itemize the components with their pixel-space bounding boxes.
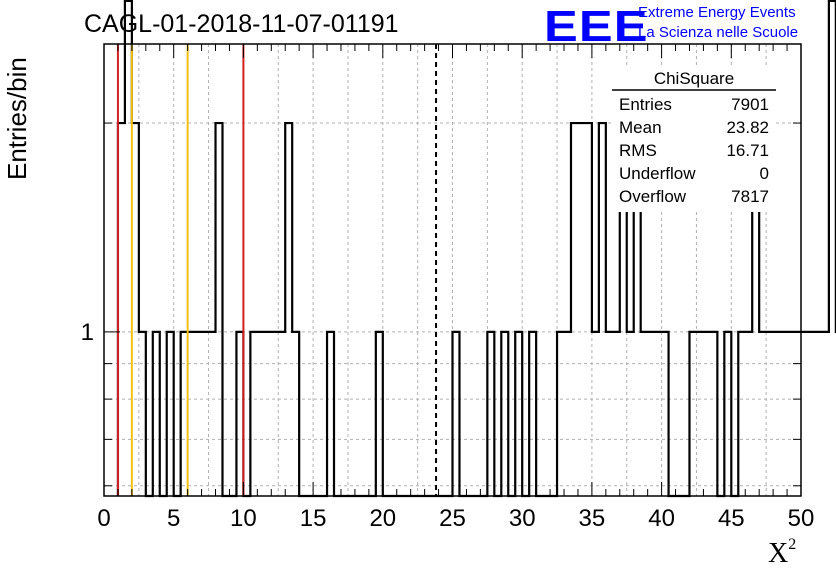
x-tick-label: 50 [788,505,815,532]
x-tick-label: 25 [439,505,466,532]
stats-value: 7901 [731,95,769,114]
chart-title: CAGL-01-2018-11-07-01191 [84,10,399,38]
stats-label: Underflow [619,164,696,183]
eee-logo: EEE [544,2,649,51]
x-tick-label: 20 [369,505,396,532]
x-tick-label: 40 [648,505,675,532]
stats-label: RMS [619,141,657,160]
x-tick-label: 15 [300,505,327,532]
stats-label: Overflow [619,187,687,206]
stats-value: 7817 [731,187,769,206]
x-axis-label-sup: 2 [788,536,797,553]
logo-line-2: La Scienza nelle Scuole [638,24,799,41]
stats-box [612,68,776,212]
x-tick-label: 0 [97,505,110,532]
stats-title: ChiSquare [654,69,734,88]
x-tick-label: 10 [230,505,257,532]
x-tick-label: 45 [718,505,745,532]
x-tick-label: 35 [579,505,606,532]
x-tick-label: 5 [167,505,180,532]
y-tick-label: 1 [81,319,94,346]
x-axis-label-main: X [768,538,789,569]
stats-value: 16.71 [726,141,769,160]
x-axis-label: X2 [768,536,797,570]
stats-label: Mean [619,118,662,137]
stats-value: 23.82 [726,118,769,137]
x-tick-label: 30 [509,505,536,532]
stats-label: Entries [619,95,672,114]
logo-line-1: Extreme Energy Events [638,4,796,21]
stats-value: 0 [760,164,769,183]
